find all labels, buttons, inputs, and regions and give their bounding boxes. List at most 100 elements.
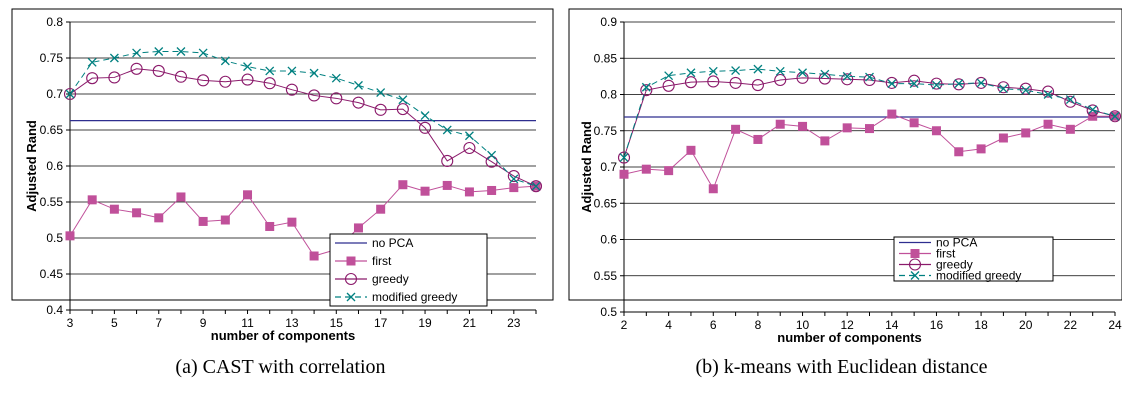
data-point-greedy [86,72,99,85]
y-axis-title: Adjusted Rand [24,120,39,212]
x-marker-stroke [220,56,230,66]
data-point-greedy [930,77,943,90]
y-tick-label: 0.5 [600,305,617,319]
data-point-modified-greedy [619,153,629,163]
x-marker-stroke [154,47,164,56]
data-point-first [820,136,830,146]
data-point-modified-greedy [420,111,430,121]
chart-frame [568,8,1122,301]
data-point-greedy [863,73,876,87]
data-point-first [353,223,363,233]
series-greedy [63,62,543,193]
data-point-modified-greedy [220,56,230,66]
x-marker-stroke [619,153,629,163]
data-point-modified-greedy [798,68,808,78]
x-marker-stroke [1110,111,1120,121]
x-marker-stroke [376,88,386,98]
data-point-first [798,121,808,131]
data-point-modified-greedy [1110,111,1120,121]
x-tick-label: 14 [885,318,899,332]
data-point-modified-greedy [708,66,718,76]
data-point-modified-greedy [65,89,75,99]
data-point-first [842,123,852,133]
data-point-first [775,119,785,129]
data-point-first [220,215,230,225]
data-point-greedy [174,70,188,83]
legend-box [329,233,488,307]
x-tick-label: 11 [241,316,254,330]
data-point-greedy [263,77,276,90]
data-point-greedy [241,73,254,86]
chart-a: 0.4 0.45 0.5 0.55 0.6 0.65 0.7 0.75 0.8 3 5 7 9 11 13 1… [11,8,554,343]
data-point-modified-greedy [775,66,785,76]
x-marker-stroke [998,84,1008,94]
data-point-greedy [219,75,232,88]
data-point-modified-greedy [664,71,674,81]
x-marker-stroke [931,80,941,90]
legend-label-greedy: greedy [936,258,973,272]
y-tick-label: 0.6 [600,233,617,247]
series-first [65,180,541,261]
caption-b: (b) k-means with Euclidean distance [695,356,988,378]
series-greedy [617,71,1122,164]
data-point-first [376,204,386,214]
legend-marker-first [910,249,920,258]
data-point-greedy [130,62,143,75]
x-marker-stroke [641,82,651,92]
x-marker-stroke [65,89,75,99]
x-marker-stroke [976,78,986,88]
data-point-greedy [197,74,210,87]
data-point-modified-greedy [909,79,919,89]
y-tick-label: 0.65 [594,196,618,210]
x-marker-stroke [753,64,763,74]
x-marker-stroke [309,68,319,78]
data-point-modified-greedy [154,47,164,56]
x-marker-stroke [331,73,341,83]
data-point-greedy [707,75,720,88]
data-point-greedy [507,170,520,183]
x-tick-label: 2 [621,318,628,332]
x-marker-stroke [1021,85,1031,95]
x-marker-stroke [398,95,408,105]
data-point-modified-greedy [753,64,763,74]
data-point-first [976,144,986,154]
data-point-greedy [975,76,988,89]
legend-marker-greedy [344,272,358,286]
data-point-first [931,126,941,136]
x-marker-stroke [243,62,252,72]
data-point-greedy [774,73,787,87]
data-point-greedy [729,76,742,89]
data-point-modified-greedy [176,47,186,56]
x-tick-label: 17 [374,316,388,330]
data-point-first [87,195,97,205]
data-point-greedy [441,154,454,168]
x-marker-stroke [87,57,97,67]
x-marker-stroke [775,66,785,76]
y-axis-title: Adjusted Rand [579,121,594,213]
data-point-modified-greedy [354,80,363,90]
legend: no PCA first greedy modified greedy [329,233,488,307]
data-point-first [909,118,919,128]
x-marker-stroke [887,79,897,89]
x-tick-label: 8 [755,318,762,332]
data-point-greedy [640,84,653,97]
data-point-modified-greedy [442,125,452,135]
data-point-modified-greedy [287,66,297,76]
x-marker-stroke [287,66,297,76]
y-tick-label: 0.55 [40,195,64,209]
x-tick-label: 16 [930,318,944,332]
legend-label-first: first [372,254,392,268]
y-tick-label: 0.7 [46,87,63,101]
data-point-greedy [285,83,298,96]
data-point-modified-greedy [865,72,874,82]
data-point-modified-greedy [842,71,852,81]
x-marker-stroke [798,68,808,78]
data-point-first [1021,128,1031,138]
data-point-modified-greedy [331,73,341,83]
y-tick-label: 0.65 [40,123,64,137]
data-point-first [265,221,275,231]
y-tick-label: 0.5 [46,231,63,245]
series-first [619,109,1120,194]
data-point-modified-greedy [487,150,497,160]
data-point-modified-greedy [976,78,986,88]
